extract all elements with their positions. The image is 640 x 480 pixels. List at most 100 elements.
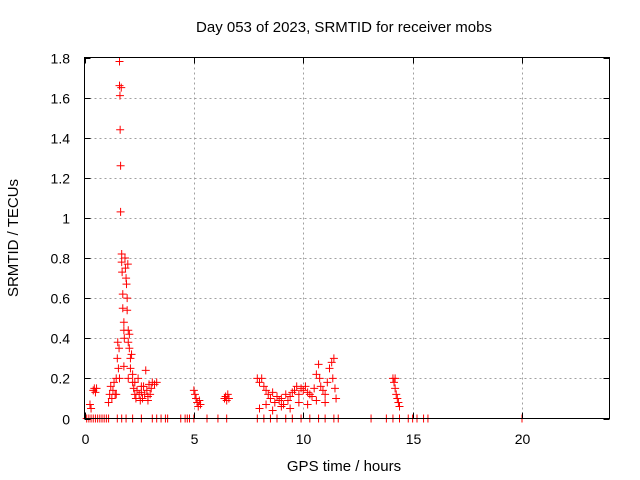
data-point — [125, 330, 134, 339]
x-tick-label: 10 — [296, 431, 312, 447]
data-point — [277, 394, 286, 403]
data-point — [107, 394, 116, 403]
data-point — [122, 280, 131, 289]
data-point — [116, 207, 125, 216]
y-tick-label: 1.4 — [51, 131, 71, 147]
data-point — [391, 374, 400, 383]
data-point — [264, 390, 273, 399]
x-tick-label: 5 — [191, 431, 199, 447]
data-point — [92, 384, 101, 393]
data-point — [299, 386, 308, 395]
data-point — [310, 384, 319, 393]
data-point — [190, 390, 199, 399]
data-point — [113, 354, 122, 363]
data-point — [268, 406, 277, 415]
data-point — [222, 396, 231, 405]
y-tick-label: 0.8 — [51, 251, 71, 267]
data-point — [314, 360, 323, 369]
data-point — [123, 306, 132, 315]
data-point — [124, 338, 133, 347]
data-point — [123, 294, 132, 303]
data-point — [85, 400, 94, 409]
data-point — [108, 386, 117, 395]
data-point — [117, 258, 126, 267]
y-tick-label: 1.8 — [51, 51, 71, 67]
data-point — [259, 382, 268, 391]
data-point — [106, 382, 115, 391]
chart-title: Day 053 of 2023, SRMTID for receiver mob… — [196, 19, 492, 36]
data-point — [281, 390, 290, 399]
data-point — [116, 161, 125, 170]
data-point — [312, 370, 321, 379]
data-point — [288, 388, 297, 397]
data-point — [115, 57, 124, 66]
data-point — [192, 394, 201, 403]
data-point — [115, 344, 124, 353]
data-point — [330, 384, 339, 393]
data-point — [312, 396, 321, 405]
data-point — [255, 404, 264, 413]
y-tick-label: 1.2 — [51, 171, 71, 187]
axis-ticks — [84, 57, 610, 420]
data-point — [117, 83, 126, 92]
y-axis-label: SRMTID / TECUs — [5, 179, 22, 297]
data-point — [328, 374, 337, 383]
data-point — [275, 396, 284, 405]
data-point — [279, 400, 288, 409]
data-point — [134, 374, 143, 383]
grid — [84, 57, 610, 419]
data-point — [152, 378, 161, 387]
data-point — [286, 392, 295, 401]
data-point — [115, 374, 124, 383]
data-points — [82, 57, 526, 423]
data-point — [118, 268, 127, 277]
data-point — [394, 398, 403, 407]
data-point — [325, 364, 334, 373]
y-tick-label: 0.2 — [51, 371, 71, 387]
data-point — [308, 392, 316, 401]
data-point — [113, 338, 122, 347]
data-point — [147, 384, 156, 393]
data-point — [390, 378, 399, 387]
data-point — [141, 366, 150, 375]
data-point — [323, 378, 332, 387]
data-point — [189, 386, 198, 395]
data-point — [391, 384, 400, 393]
data-point — [136, 396, 145, 405]
tick-labels: 0 5 10 15 20 0 0.2 0.4 0.6 0.8 1 1.2 1.4 1.6 1.8 — [51, 51, 531, 448]
data-point — [294, 390, 303, 399]
data-point — [277, 402, 286, 411]
data-point — [127, 350, 136, 359]
data-point — [138, 394, 147, 403]
data-point — [292, 382, 301, 391]
data-point — [120, 254, 129, 263]
data-point — [392, 390, 401, 399]
data-point — [119, 362, 128, 371]
data-point — [194, 402, 203, 411]
data-point — [303, 388, 312, 397]
x-tick-label: 0 — [82, 431, 90, 447]
data-point — [121, 264, 130, 273]
data-point — [283, 396, 292, 405]
data-point — [257, 374, 266, 383]
data-point — [118, 304, 127, 313]
data-point — [268, 388, 277, 397]
data-point — [126, 354, 135, 363]
data-point — [118, 290, 127, 299]
data-point — [393, 394, 402, 403]
data-point — [129, 384, 138, 393]
data-point — [196, 400, 205, 409]
data-point — [128, 370, 137, 379]
data-point — [112, 390, 121, 399]
data-point — [327, 358, 336, 367]
data-point — [262, 386, 271, 395]
data-point — [321, 390, 330, 399]
data-point — [116, 125, 125, 134]
data-point — [305, 390, 314, 399]
data-point — [142, 386, 151, 395]
data-point — [262, 400, 271, 409]
data-point — [301, 382, 310, 391]
y-tick-label: 1 — [62, 211, 70, 227]
data-point — [124, 326, 133, 335]
